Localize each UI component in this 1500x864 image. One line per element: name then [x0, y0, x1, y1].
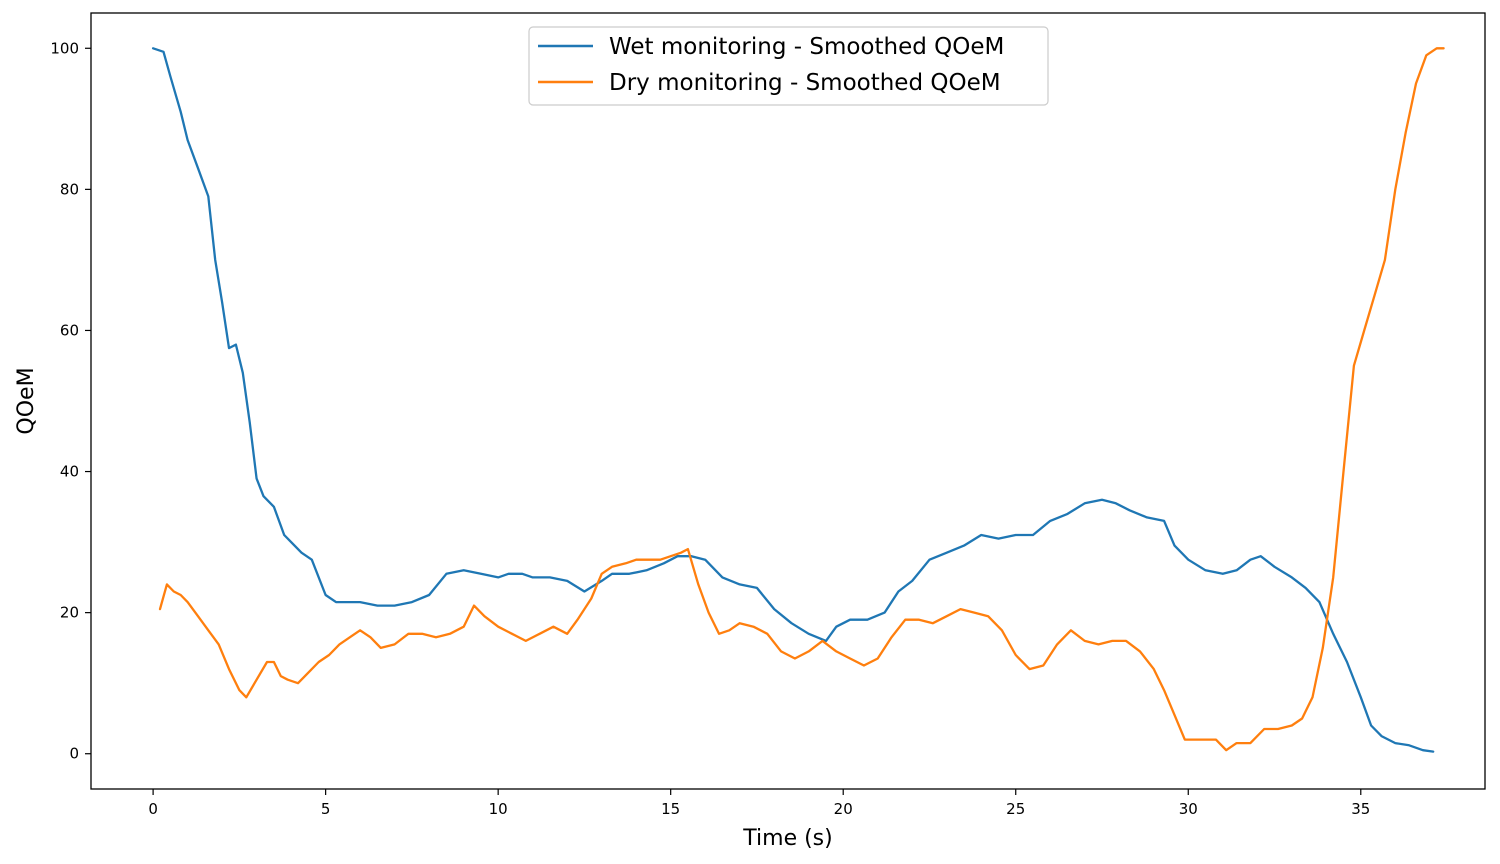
series-line-dry [158, 47, 1445, 752]
y-tick-label: 80 [60, 180, 79, 198]
x-tick-label: 0 [148, 800, 158, 818]
y-tick-label: 100 [50, 39, 79, 57]
x-tick-label: 5 [321, 800, 331, 818]
x-tick-label: 25 [1006, 800, 1025, 818]
x-axis-label: Time (s) [742, 826, 832, 851]
legend: Wet monitoring - Smoothed QOeM Dry monit… [528, 26, 1049, 106]
x-axis-ticks: 0 5 10 15 20 25 30 35 [148, 789, 1370, 818]
x-tick-label: 30 [1179, 800, 1198, 818]
y-tick-label: 40 [60, 463, 79, 481]
series-line-wet [151, 47, 1435, 753]
x-tick-label: 20 [834, 800, 853, 818]
y-axis-ticks: 0 20 40 60 80 100 [50, 39, 91, 763]
x-tick-label: 15 [661, 800, 680, 818]
legend-label-dry: Dry monitoring - Smoothed QOeM [609, 70, 1001, 96]
series-layer [151, 47, 1445, 753]
x-tick-label: 10 [489, 800, 508, 818]
plot-area-background [91, 13, 1485, 789]
y-tick-label: 0 [69, 745, 79, 763]
y-tick-label: 60 [60, 321, 79, 339]
legend-box [528, 26, 1049, 106]
y-axis-label: QOeM [14, 367, 39, 434]
legend-label-wet: Wet monitoring - Smoothed QOeM [609, 34, 1004, 60]
plot-area-frame [90, 12, 1486, 790]
x-tick-label: 35 [1351, 800, 1370, 818]
y-tick-label: 20 [60, 604, 79, 622]
